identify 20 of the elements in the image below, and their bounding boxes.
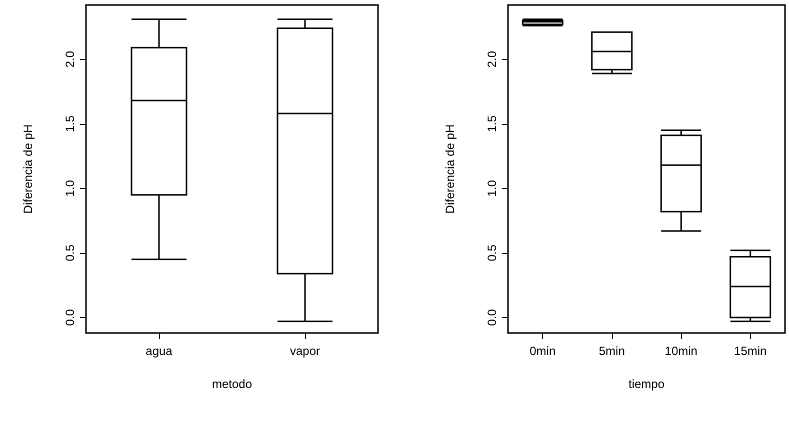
y-tick-label: 0.5 — [63, 244, 77, 262]
y-axis-title: Diferencia de pH — [21, 124, 35, 214]
x-tick-label: 10min — [664, 344, 698, 358]
y-tick-label: 1.0 — [485, 180, 499, 197]
y-tick-label: 0.0 — [485, 308, 499, 326]
x-tick-label: 5min — [598, 344, 625, 358]
x-tick-label: agua — [146, 344, 173, 358]
x-tick-label: 15min — [734, 344, 767, 358]
y-tick-label: 0.0 — [63, 308, 77, 326]
x-axis-title: tiempo — [628, 377, 665, 391]
y-axis-title: Diferencia de pH — [443, 124, 457, 214]
x-axis-title: metodo — [212, 377, 252, 391]
y-tick-label: 1.0 — [63, 180, 77, 197]
x-tick-label: vapor — [290, 344, 320, 358]
x-tick-label: 0min — [530, 344, 556, 358]
y-tick-label: 0.5 — [485, 244, 499, 262]
y-tick-label: 1.5 — [63, 115, 77, 132]
y-tick-label: 2.0 — [485, 50, 499, 68]
y-tick-label: 2.0 — [63, 50, 77, 68]
y-tick-label: 1.5 — [485, 115, 499, 132]
